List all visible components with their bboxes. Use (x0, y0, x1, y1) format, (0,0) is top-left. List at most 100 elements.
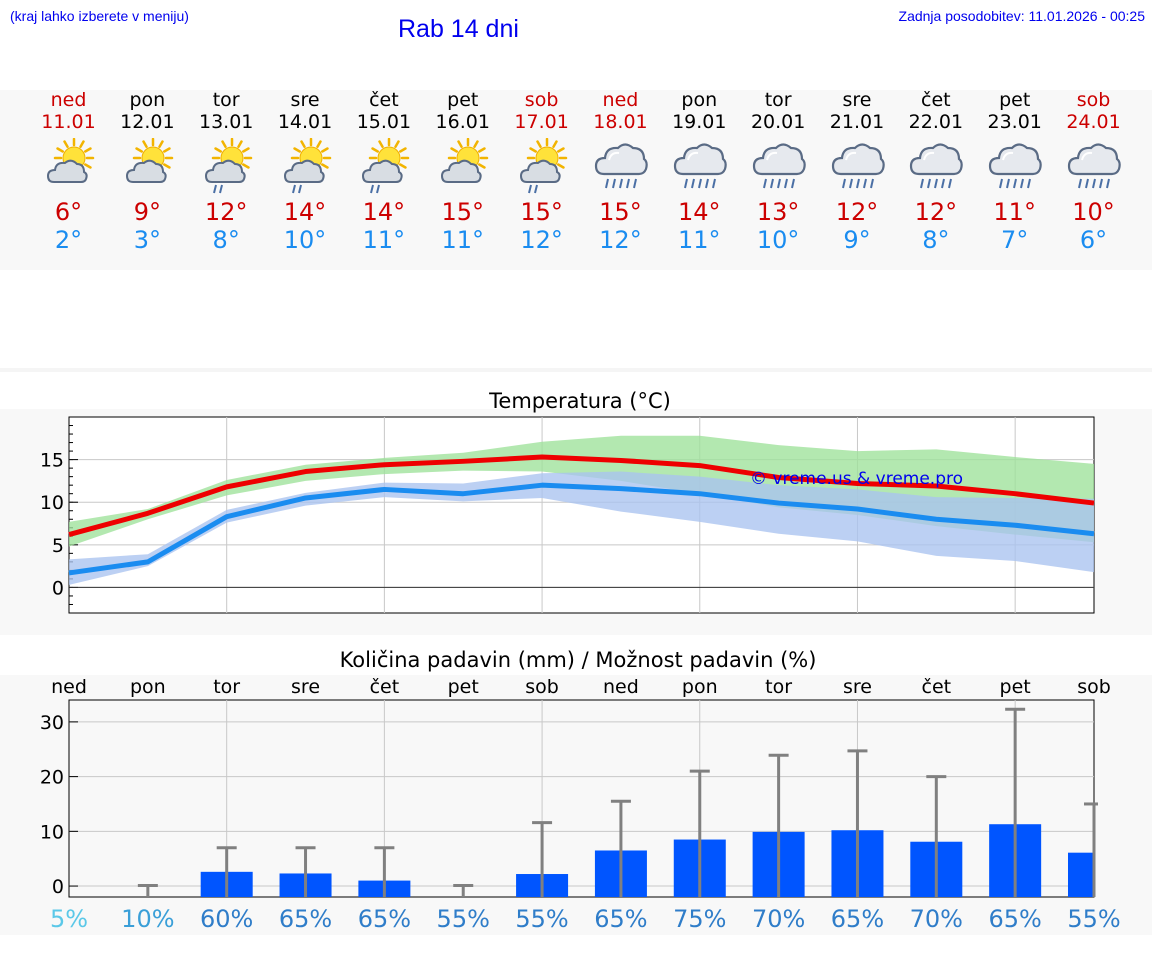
day-name: sob (1076, 89, 1111, 111)
rain-drop (218, 184, 223, 194)
rain-drop (1078, 178, 1083, 189)
day-name: pet (447, 89, 479, 111)
rain-drop (783, 178, 788, 189)
category-label: pet (1000, 676, 1031, 698)
max-temperature: 14° (362, 198, 406, 226)
rain-drop (528, 184, 533, 194)
precipitation-chart: Količina padavin (mm) / Možnost padavin … (0, 648, 1152, 935)
category-label: sre (291, 676, 320, 698)
sun-ray (162, 147, 171, 153)
page-title: Rab 14 dni (398, 15, 519, 43)
sun-ray (557, 147, 565, 153)
category-label: sre (843, 676, 872, 698)
rain-cloud-icon (910, 143, 964, 189)
rain-drop (999, 178, 1004, 189)
precip-chance: 55% (437, 905, 490, 933)
y-tick-label: 15 (40, 450, 64, 472)
day-date: 20.01 (750, 111, 806, 133)
rain-drop (920, 178, 925, 189)
rain-drop (862, 178, 867, 189)
y-tick-label: 0 (52, 876, 64, 898)
rain-drop (790, 178, 795, 189)
day-name: čet (369, 89, 399, 111)
rain-drop (762, 178, 767, 189)
day-date: 18.01 (593, 111, 648, 133)
cloud (831, 143, 885, 176)
cloud (989, 143, 1042, 176)
precip-chance: 65% (988, 905, 1041, 933)
sun-ray (236, 140, 243, 148)
rain-drop (683, 178, 688, 189)
min-temperature: 11° (678, 226, 721, 254)
precip-chance: 55% (515, 905, 568, 933)
cloud (752, 143, 806, 176)
day-date: 11.01 (41, 111, 96, 133)
sun-ray (450, 147, 459, 153)
sun-ray (241, 163, 250, 169)
rain-drop (776, 178, 781, 189)
rain-drop (1020, 178, 1025, 189)
sun-ray (158, 140, 164, 148)
sun-ray (320, 147, 329, 153)
sun-ray (299, 140, 306, 148)
category-label: sob (1077, 676, 1111, 698)
precip-bar (1068, 852, 1094, 897)
cloud (125, 159, 167, 183)
min-temperature: 3° (133, 226, 161, 254)
day-name: sob (524, 89, 559, 111)
sun-ray (135, 147, 143, 153)
sun-ray (162, 163, 171, 169)
cloud (441, 159, 482, 183)
rain-drop (1027, 178, 1032, 189)
sun-ray (529, 147, 538, 153)
sun-ray (292, 147, 301, 153)
cloud (283, 159, 325, 183)
category-label: čet (922, 676, 952, 698)
sun-ray (399, 163, 408, 169)
sun-ray (473, 140, 479, 148)
cloud (362, 159, 404, 183)
category-label: tor (765, 676, 792, 698)
day-date: 14.01 (277, 111, 333, 133)
max-temp-line (68, 454, 1095, 538)
sun-ray (557, 163, 565, 169)
sun-ray (399, 147, 408, 153)
category-label: sob (525, 676, 559, 698)
rain-drop (632, 178, 637, 189)
max-temperature: 12° (914, 198, 958, 226)
precip-chance: 70% (752, 905, 805, 933)
max-temperature: 13° (756, 198, 800, 226)
day-date: 24.01 (1066, 111, 1121, 133)
category-label: tor (213, 676, 240, 698)
location-hint: (kraj lahko izberete v meniju) (10, 8, 189, 24)
sun-ray (63, 140, 69, 148)
min-temp-band (69, 471, 1094, 585)
rain-cloud-icon (989, 143, 1042, 189)
y-tick-label: 0 (52, 577, 64, 599)
sun-ray (552, 140, 558, 148)
rain-drop (604, 178, 609, 189)
rain-drop (934, 178, 939, 189)
sun-cloud-rain-icon (204, 138, 252, 194)
day-date: 12.01 (120, 111, 175, 133)
rain-cloud-icon (831, 143, 885, 189)
min-temperature: 11° (441, 226, 485, 254)
min-temperature: 7° (1001, 226, 1029, 254)
rain-drop (1013, 178, 1018, 189)
rain-drop (1085, 178, 1090, 189)
sun-ray (84, 147, 92, 153)
min-temperature: 2° (54, 226, 83, 254)
min-temperature: 9° (843, 226, 871, 254)
y-tick-label: 20 (40, 767, 64, 789)
min-temperature: 8° (212, 226, 240, 254)
sun-ray (457, 140, 463, 148)
rain-drop (941, 178, 946, 189)
rain-drop (948, 178, 953, 189)
day-date: 22.01 (908, 111, 964, 133)
day-date: 21.01 (829, 111, 885, 133)
sun-cloud-icon (46, 138, 95, 183)
min-temperature: 12° (520, 226, 563, 254)
sun-ray (315, 140, 322, 148)
rain-drop (769, 178, 774, 189)
daily-forecast-strip: ned 11.01 6° 2° pon 12.01 9° 3° tor 13.01 12° 8° sre… (0, 90, 1152, 270)
